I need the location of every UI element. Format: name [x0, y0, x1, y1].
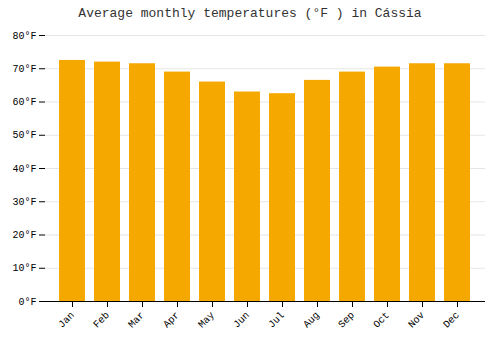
svg-text:Mar: Mar — [126, 310, 147, 331]
svg-text:0°F: 0°F — [18, 297, 36, 308]
svg-text:Aug: Aug — [301, 310, 322, 331]
svg-text:10°F: 10°F — [12, 263, 36, 274]
svg-text:Jul: Jul — [266, 310, 287, 331]
svg-text:Sep: Sep — [336, 310, 357, 331]
svg-text:40°F: 40°F — [12, 164, 36, 175]
svg-text:Oct: Oct — [371, 310, 392, 331]
svg-text:Feb: Feb — [91, 310, 112, 331]
svg-text:Nov: Nov — [406, 310, 427, 331]
svg-text:Apr: Apr — [161, 310, 182, 331]
svg-text:70°F: 70°F — [12, 64, 36, 75]
svg-text:Jun: Jun — [231, 310, 252, 331]
svg-text:80°F: 80°F — [12, 31, 36, 42]
svg-text:Jan: Jan — [56, 310, 77, 331]
svg-text:30°F: 30°F — [12, 197, 36, 208]
svg-text:May: May — [196, 310, 217, 331]
svg-text:Dec: Dec — [441, 310, 462, 331]
svg-text:50°F: 50°F — [12, 130, 36, 141]
html-text:Average monthly temperatures (: Average monthly temperatures (°F ) in Cá… — [78, 6, 422, 21]
svg-text:20°F: 20°F — [12, 230, 36, 241]
svg-text:60°F: 60°F — [12, 97, 36, 108]
